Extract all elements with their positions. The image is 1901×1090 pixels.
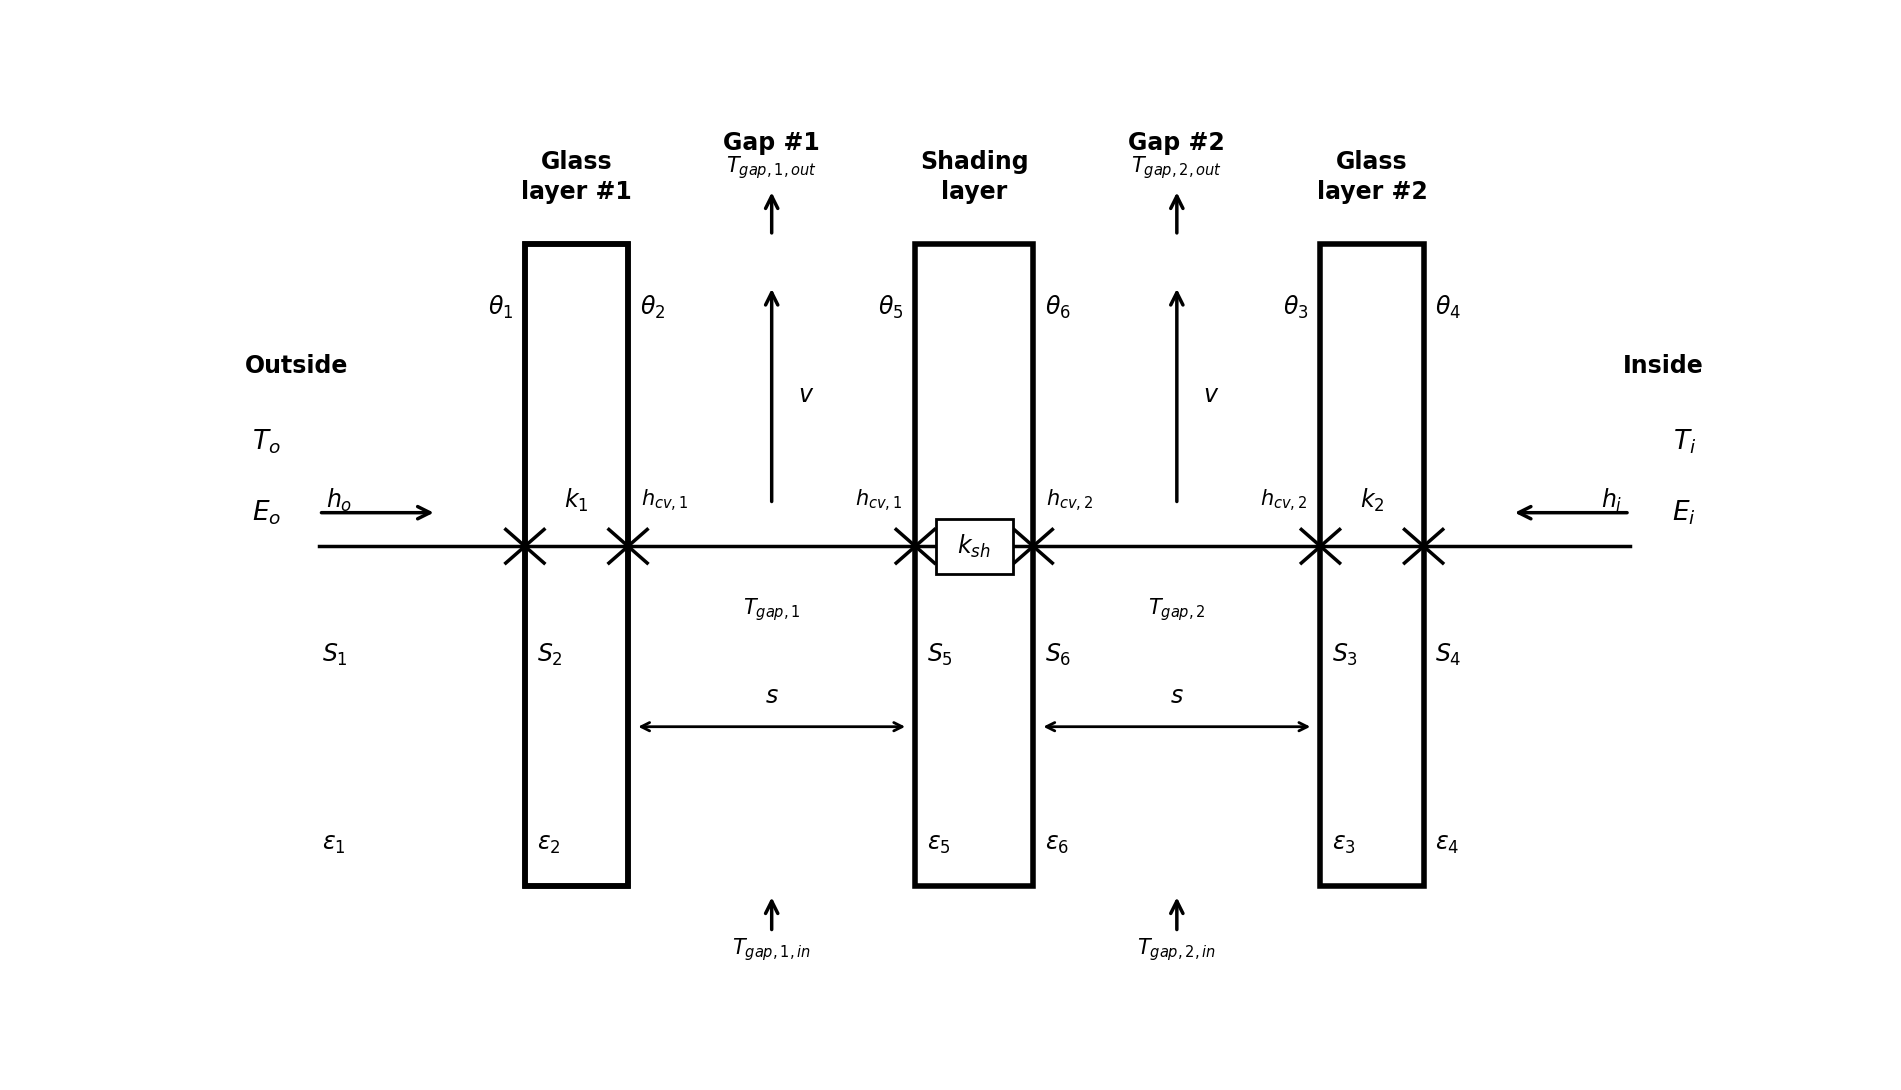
Text: $\theta_2$: $\theta_2$ [641, 293, 665, 320]
Text: $h_i$: $h_i$ [1601, 487, 1623, 514]
Text: $S_5$: $S_5$ [928, 642, 952, 668]
Text: $T_{gap,1,in}$: $T_{gap,1,in}$ [732, 936, 812, 964]
Bar [525, 244, 627, 886]
Text: $T_{gap,2,in}$: $T_{gap,2,in}$ [1137, 936, 1217, 964]
Text: $T_i$: $T_i$ [1673, 427, 1696, 456]
Text: $\varepsilon_4$: $\varepsilon_4$ [1435, 832, 1460, 857]
Text: $S_4$: $S_4$ [1435, 642, 1462, 668]
Text: Shading
layer: Shading layer [920, 150, 1028, 204]
Text: $S_2$: $S_2$ [536, 642, 563, 668]
Text: $E_o$: $E_o$ [253, 498, 281, 526]
Text: $T_{gap,2}$: $T_{gap,2}$ [1148, 596, 1205, 623]
Text: $h_{cv,1}$: $h_{cv,1}$ [641, 488, 688, 514]
Text: Glass
layer #2: Glass layer #2 [1317, 150, 1428, 204]
Bar [525, 244, 627, 886]
Text: $\theta_6$: $\theta_6$ [1046, 293, 1070, 320]
Text: $T_{gap,1,out}$: $T_{gap,1,out}$ [726, 155, 817, 181]
Text: $\theta_5$: $\theta_5$ [878, 293, 903, 320]
Text: $E_i$: $E_i$ [1673, 498, 1696, 526]
Text: $v$: $v$ [798, 384, 814, 408]
Text: Inside: Inside [1623, 354, 1703, 378]
Text: Gap #1: Gap #1 [722, 132, 819, 156]
Text: $h_{cv,2}$: $h_{cv,2}$ [1046, 488, 1093, 514]
Text: $S_6$: $S_6$ [1046, 642, 1072, 668]
Bar [525, 244, 627, 886]
Bar [916, 244, 1034, 886]
Bar [525, 244, 627, 886]
Bar [1321, 244, 1424, 886]
Text: $h_o$: $h_o$ [327, 487, 352, 514]
Text: $k_{sh}$: $k_{sh}$ [958, 533, 990, 560]
Text: Gap #2: Gap #2 [1129, 132, 1226, 156]
Text: $T_o$: $T_o$ [253, 427, 281, 456]
Text: $\varepsilon_2$: $\varepsilon_2$ [536, 832, 561, 857]
Text: $\varepsilon_6$: $\varepsilon_6$ [1046, 832, 1068, 857]
Text: $h_{cv,1}$: $h_{cv,1}$ [855, 488, 903, 514]
Text: $\theta_4$: $\theta_4$ [1435, 293, 1462, 320]
Text: Glass
layer #1: Glass layer #1 [521, 150, 631, 204]
Text: $T_{gap,1}$: $T_{gap,1}$ [743, 596, 800, 623]
Text: $k_2$: $k_2$ [1359, 487, 1384, 514]
Text: Outside: Outside [245, 354, 348, 378]
Text: $h_{cv,2}$: $h_{cv,2}$ [1260, 488, 1308, 514]
Text: $\theta_3$: $\theta_3$ [1283, 293, 1308, 320]
Text: $k_1$: $k_1$ [565, 487, 589, 514]
Text: $s$: $s$ [1169, 685, 1184, 708]
Text: $s$: $s$ [764, 685, 779, 708]
Text: $S_1$: $S_1$ [321, 642, 348, 668]
Text: $\varepsilon_1$: $\varepsilon_1$ [321, 832, 346, 857]
Text: $T_{gap,2,out}$: $T_{gap,2,out}$ [1131, 155, 1222, 181]
Bar [916, 244, 1034, 886]
Bar [1321, 244, 1424, 886]
Text: $\theta_1$: $\theta_1$ [489, 293, 513, 320]
Text: $v$: $v$ [1203, 384, 1220, 408]
Text: $\varepsilon_3$: $\varepsilon_3$ [1333, 832, 1355, 857]
Bar [935, 519, 1013, 573]
Text: $\varepsilon_5$: $\varepsilon_5$ [928, 832, 950, 857]
Text: $S_3$: $S_3$ [1333, 642, 1359, 668]
